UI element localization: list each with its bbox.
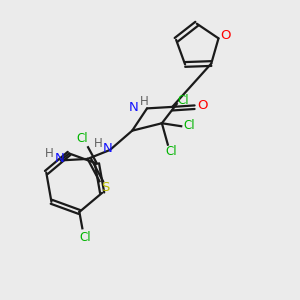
Text: Cl: Cl — [80, 231, 91, 244]
Text: H: H — [45, 147, 54, 161]
Text: Cl: Cl — [76, 132, 88, 146]
Text: N: N — [103, 142, 112, 155]
Text: N: N — [55, 152, 64, 165]
Text: H: H — [94, 137, 103, 150]
Text: O: O — [221, 29, 231, 43]
Text: H: H — [140, 95, 149, 108]
Text: N: N — [129, 101, 139, 114]
Text: S: S — [100, 181, 109, 194]
Text: Cl: Cl — [178, 94, 189, 107]
Text: Cl: Cl — [184, 119, 195, 132]
Text: O: O — [197, 99, 207, 112]
Text: Cl: Cl — [166, 145, 177, 158]
